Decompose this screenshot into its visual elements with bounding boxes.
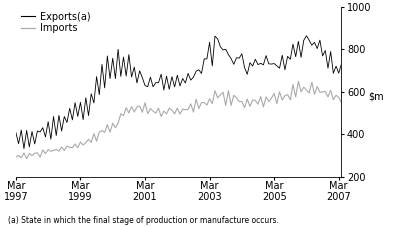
Y-axis label: $m: $m (368, 92, 384, 102)
Legend: Exports(a), Imports: Exports(a), Imports (21, 12, 91, 33)
Text: (a) State in which the final stage of production or manufacture occurs.: (a) State in which the final stage of pr… (8, 216, 279, 225)
